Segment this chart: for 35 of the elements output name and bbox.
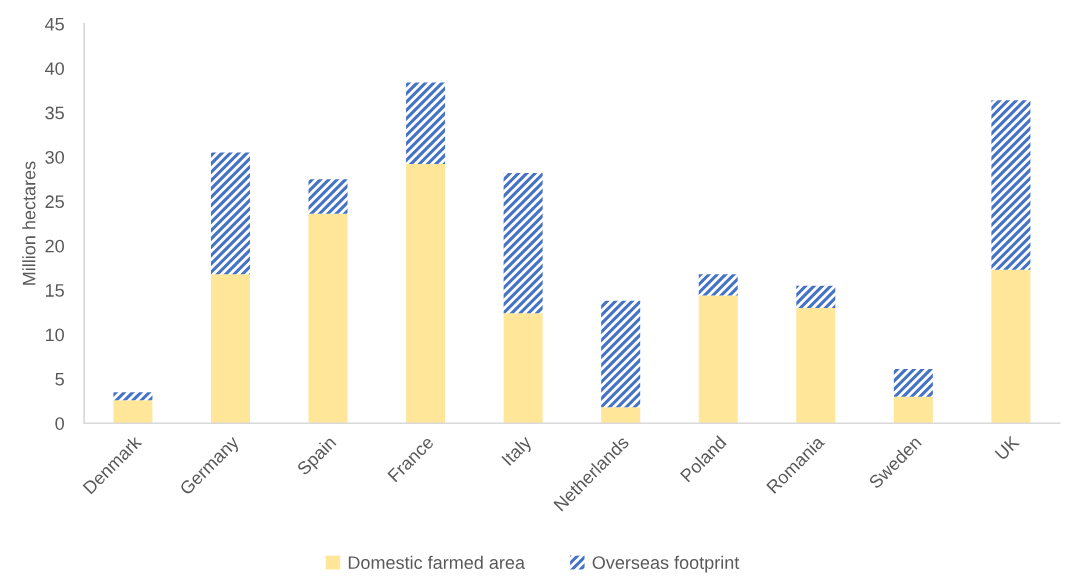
bar: [601, 300, 641, 408]
bar: [601, 407, 641, 424]
bar: [796, 285, 836, 308]
y-tick-label: 20: [45, 239, 64, 253]
y-tick-label: 10: [45, 328, 64, 342]
y-tick-label: 25: [45, 195, 64, 209]
bar: [893, 369, 933, 397]
bar: [503, 313, 543, 424]
x-tick-label: UK: [994, 434, 1021, 461]
bar: [698, 274, 738, 296]
y-tick-label: 15: [45, 284, 64, 297]
bar: [210, 152, 250, 275]
bar: [503, 173, 543, 314]
bar: [210, 274, 250, 424]
y-tick-label: 30: [45, 150, 64, 164]
y-tick-label: 40: [45, 62, 64, 75]
bar: [406, 82, 446, 165]
bar: [991, 100, 1031, 270]
y-tick-label: 0: [55, 417, 64, 430]
bar: [893, 396, 933, 424]
y-tick-label: 35: [45, 106, 64, 120]
y-tick-label: 5: [55, 373, 64, 386]
legend-label: Overseas footprint: [592, 555, 740, 573]
y-tick-label: 45: [45, 18, 64, 31]
bar: [991, 269, 1031, 424]
y-axis-title: Million hectares: [22, 161, 36, 285]
x-tick-label: Italy: [500, 434, 536, 469]
bar: [406, 164, 446, 424]
legend-label: Domestic farmed area: [348, 555, 525, 570]
bar: [113, 392, 153, 401]
bar: [796, 307, 836, 424]
bar: [308, 179, 348, 214]
bar: [113, 400, 153, 424]
bar: [308, 213, 348, 424]
bar: [698, 295, 738, 424]
